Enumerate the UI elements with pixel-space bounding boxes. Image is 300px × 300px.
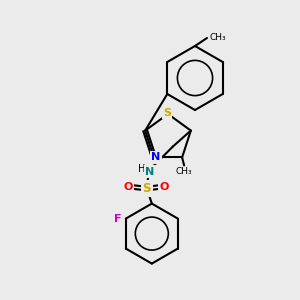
Text: CH₃: CH₃ [209,32,226,41]
Text: S: S [163,108,171,118]
Text: N: N [151,152,160,162]
Text: O: O [159,182,169,192]
Text: H: H [138,164,146,174]
Text: O: O [123,182,133,192]
Text: N: N [145,167,154,177]
Text: F: F [114,214,122,224]
Text: S: S [142,182,151,195]
Text: CH₃: CH₃ [176,167,192,176]
